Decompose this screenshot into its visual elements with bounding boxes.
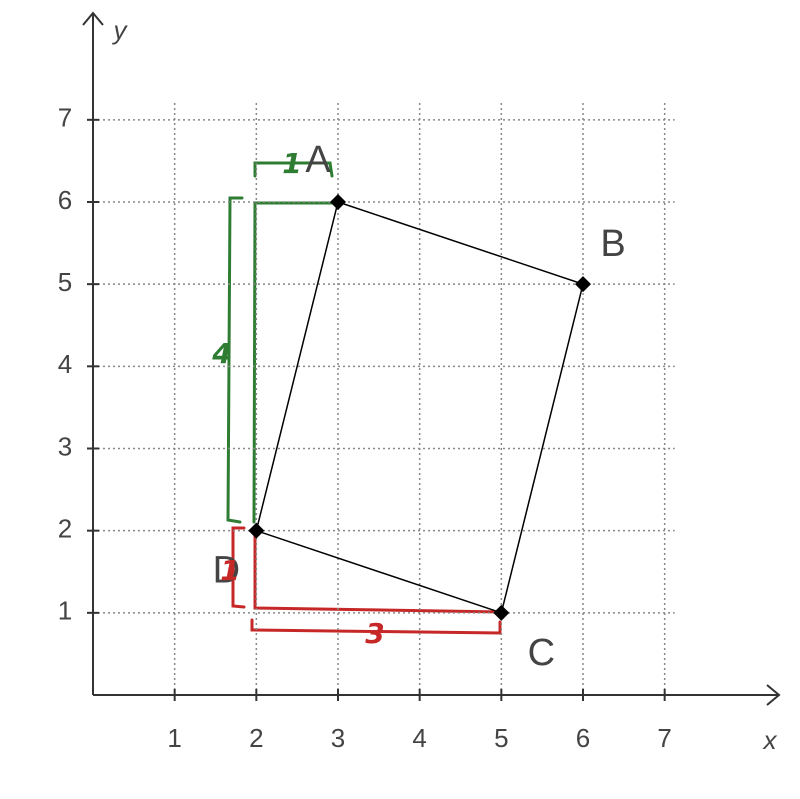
green-bracket-top xyxy=(253,161,334,178)
y-tick-label: 4 xyxy=(58,349,72,379)
x-tick-label: 3 xyxy=(331,723,345,753)
x-tick-label: 7 xyxy=(657,723,671,753)
y-tick-label: 6 xyxy=(58,185,72,215)
y-tick-label: 3 xyxy=(58,431,72,461)
point xyxy=(493,604,510,621)
x-axis xyxy=(93,684,781,706)
y-axis-label: y xyxy=(112,15,129,45)
x-tick-label: 1 xyxy=(167,723,181,753)
handwritten-note: 3 xyxy=(365,617,384,650)
hand-brackets xyxy=(226,161,504,635)
red-bracket-left xyxy=(231,526,246,609)
point-label: D xyxy=(213,550,240,592)
handwritten-note: 1 xyxy=(282,147,301,180)
x-tick-label: 2 xyxy=(249,723,263,753)
y-tick-label: 1 xyxy=(58,596,72,626)
handwritten-note: 4 xyxy=(211,337,231,370)
point xyxy=(330,193,346,210)
handwritten-note: 1 xyxy=(220,554,239,587)
point xyxy=(248,522,265,539)
point-label: A xyxy=(305,139,331,181)
x-tick-label: 6 xyxy=(576,723,590,753)
green-bracket-left xyxy=(226,196,244,524)
point-label: B xyxy=(600,223,625,265)
point xyxy=(575,276,591,293)
red-bracket-bottom xyxy=(250,618,502,635)
x-tick-label: 5 xyxy=(494,723,508,753)
y-tick-label: 7 xyxy=(58,103,72,133)
y-tick-label: 5 xyxy=(58,267,72,297)
point-label: C xyxy=(528,632,555,674)
x-axis-label: x xyxy=(762,725,778,755)
x-tick-label: 4 xyxy=(412,723,426,753)
y-tick-label: 2 xyxy=(58,514,72,544)
red-guide xyxy=(253,528,504,614)
y-axis xyxy=(82,11,104,695)
green-guide xyxy=(252,201,337,524)
